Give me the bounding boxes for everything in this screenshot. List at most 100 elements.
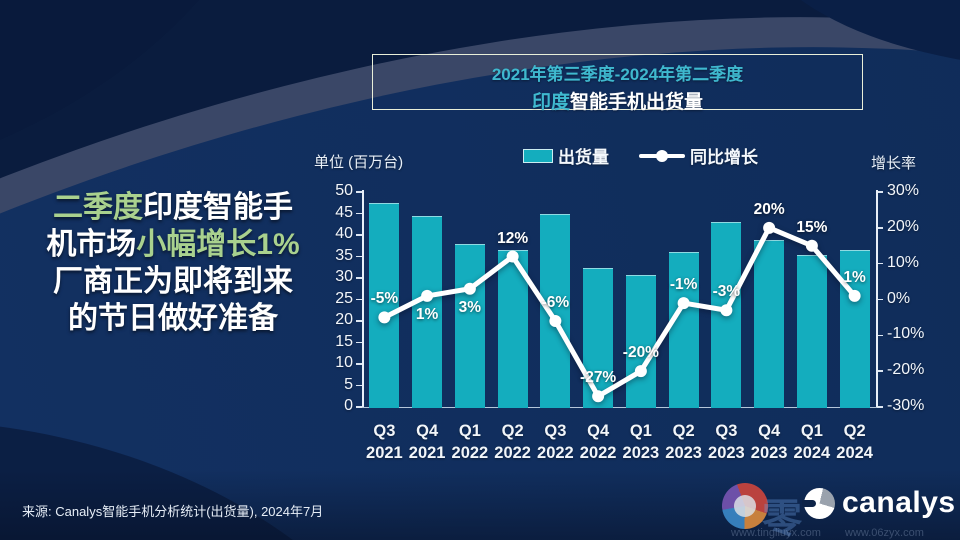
growth-value-label-6: -20% (622, 344, 659, 362)
x-axis-label-line: Q1 (458, 422, 481, 440)
right-axis-tick-mark (876, 370, 883, 372)
x-axis-label-q3-2021: Q3 2021 (360, 420, 408, 464)
bar-q2-2022 (497, 250, 528, 408)
x-axis-line (362, 407, 877, 409)
growth-point-7 (677, 297, 690, 310)
left-axis-tick-label: 25 (335, 289, 353, 307)
legend-item-growth: 同比增长 (639, 143, 758, 168)
left-axis-tick-mark (356, 212, 363, 215)
line-series-label: 同比增长 (690, 148, 758, 167)
left-axis-tick-label: 40 (335, 225, 353, 242)
right-axis-tick-mark (876, 406, 883, 408)
line-series-dot-icon (656, 149, 668, 162)
right-axis-tick-label: -10% (887, 325, 925, 343)
x-axis-label-line: Q2 (501, 422, 524, 440)
headline-line-1: 二季度印度智能手 (16, 189, 330, 226)
bar-series-swatch-icon (523, 148, 553, 163)
chart-title-main: 印度智能手机出货量 (373, 87, 862, 114)
growth-value-label-5: -27% (580, 369, 617, 387)
right-axis-tick-label: -20% (887, 361, 925, 379)
canalys-logo-icon (802, 487, 835, 519)
chart-title-box: 2021年第三季度-2024年第二季度 印度智能手机出货量 (372, 54, 863, 113)
left-axis-tick-label: 45 (335, 203, 353, 221)
growth-value-label-11: 1% (843, 268, 866, 286)
x-axis-label-q2-2024: Q2 2024 (831, 420, 879, 464)
headline-segment: 的节日做好准备 (68, 302, 278, 335)
x-axis-label-line: 2024 (793, 444, 831, 462)
headline-segment: 小幅增长1% (136, 228, 300, 261)
growth-value-label-7: -1% (669, 276, 698, 294)
left-axis-title: 单位 (百万台) (314, 154, 404, 171)
bar-series-label: 出货量 (558, 148, 609, 167)
growth-point-4 (549, 315, 562, 327)
left-axis-tick-label: 20 (335, 311, 353, 328)
x-axis-label-line: Q3 (544, 422, 567, 440)
growth-value-label-10: 15% (796, 218, 828, 236)
left-axis-tick-mark (356, 298, 363, 301)
x-axis-label-q3-2023: Q3 2023 (702, 420, 750, 464)
x-axis-label-line: 2022 (451, 444, 489, 462)
left-axis-tick-mark (356, 277, 363, 279)
left-axis-tick-label: 30 (335, 268, 353, 285)
legend: 出货量 同比增长 (523, 143, 758, 168)
canalys-logo-text: canalys (842, 486, 956, 519)
chart-title-subject: 智能手机出货量 (570, 92, 704, 113)
growth-point-11 (848, 289, 861, 302)
x-axis-label-line: 2021 (366, 444, 403, 462)
x-axis-label-q4-2023: Q4 2023 (745, 420, 793, 464)
left-axis-tick-label: 50 (335, 182, 353, 199)
right-axis-tick-mark (876, 227, 883, 229)
growth-value-label-3: 12% (497, 229, 529, 247)
headline-line-3: 厂商正为即将到来 (16, 263, 330, 300)
legend-item-shipments: 出货量 (523, 143, 609, 168)
source-note: 来源: Canalys智能手机分析统计(出货量), 2024年7月 (22, 504, 324, 519)
growth-point-5 (592, 390, 605, 403)
chart-title-period: 2021年第三季度-2024年第二季度 (491, 65, 744, 84)
right-axis-tick-mark (876, 191, 883, 193)
growth-point-0 (378, 311, 391, 324)
watermark-url-2: www.06zyx.com (845, 527, 924, 539)
left-axis-tick-label: 10 (335, 354, 353, 371)
growth-line (381, 225, 858, 399)
x-axis-label-q2-2023: Q2 2023 (660, 420, 708, 464)
left-axis-tick-mark (356, 384, 363, 387)
left-axis-tick-label: 5 (344, 375, 353, 393)
growth-line-chart (378, 221, 861, 403)
x-axis-label-line: 2022 (494, 444, 531, 462)
x-axis-label-q1-2023: Q1 2023 (617, 420, 665, 464)
bar-q2-2023 (668, 251, 699, 408)
growth-value-label-4: -6% (541, 294, 570, 311)
x-axis-label-line: 2024 (836, 444, 873, 462)
left-axis-tick-mark (356, 341, 363, 344)
left-axis-tick-label: 35 (335, 246, 353, 264)
left-axis-tick-mark (356, 363, 363, 365)
right-axis-tick-label: 20% (887, 217, 920, 235)
x-axis-label-line: Q3 (715, 422, 738, 440)
bar-q1-2023 (625, 275, 656, 408)
growth-point-6 (634, 365, 647, 378)
left-axis-tick-mark (356, 320, 363, 322)
x-axis-label-line: 2022 (579, 444, 617, 462)
x-axis-label-q1-2024: Q1 2024 (788, 420, 836, 464)
headline-segment: 印度智能手 (143, 191, 293, 224)
x-axis-label-line: 2021 (408, 444, 446, 462)
growth-point-1 (421, 289, 434, 302)
bar-q3-2022 (540, 213, 571, 408)
x-axis-label-line: Q4 (758, 422, 781, 440)
bar-q4-2023 (754, 239, 785, 408)
chart-title-country: 印度 (531, 92, 570, 113)
left-axis-tick-mark (356, 234, 363, 236)
x-axis-label-line: 2023 (665, 444, 702, 462)
x-axis-label-line: Q1 (800, 422, 823, 440)
right-axis-tick-label: 10% (887, 253, 920, 271)
line-series-icon (639, 149, 685, 163)
x-axis-label-line: 2022 (537, 444, 574, 462)
right-axis-line (876, 190, 878, 407)
x-axis-label-q3-2022: Q3 2022 (531, 420, 579, 464)
growth-point-10 (805, 239, 818, 252)
growth-point-8 (720, 304, 733, 317)
watermark-url-1: www.tingliuyx.com (731, 527, 821, 539)
growth-point-3 (506, 250, 519, 263)
